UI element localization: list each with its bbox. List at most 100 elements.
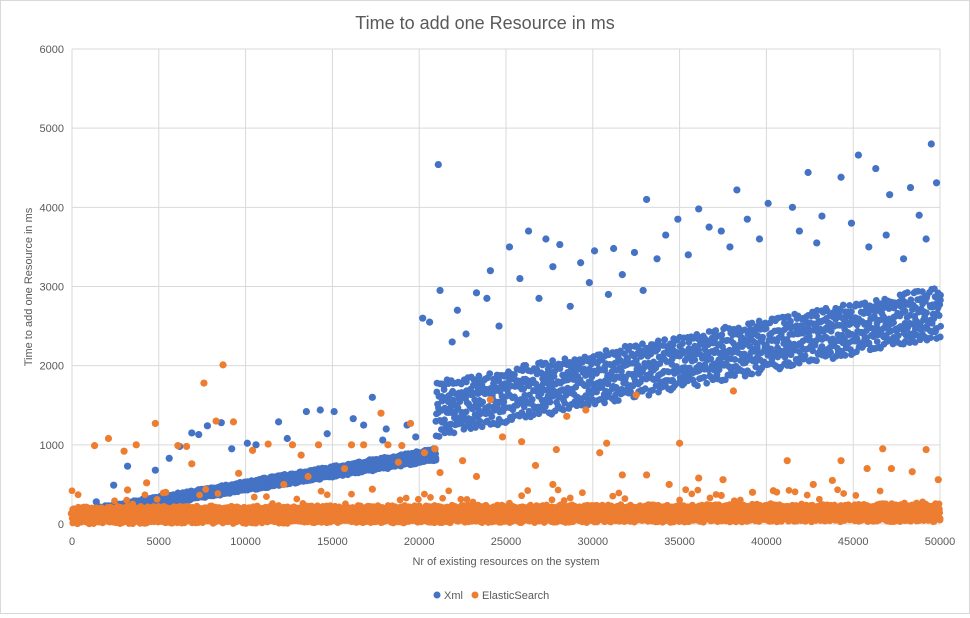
point-xml — [809, 347, 817, 355]
point-xml-outlier — [915, 211, 923, 219]
point-xml — [728, 349, 736, 357]
point-elasticsearch — [694, 486, 702, 494]
point-xml — [547, 362, 555, 370]
point-elasticsearch-outlier — [695, 474, 703, 482]
point-elasticsearch-outlier — [618, 471, 626, 479]
point-xml-outlier — [695, 205, 703, 213]
legend: Xml ElasticSearch — [433, 590, 549, 602]
point-elasticsearch-outlier — [120, 447, 128, 455]
point-elasticsearch — [548, 496, 556, 504]
point-elasticsearch-outlier — [596, 449, 604, 457]
point-xml — [846, 302, 853, 309]
point-xml-outlier — [203, 422, 212, 430]
point-xml-outlier — [932, 179, 941, 187]
point-elasticsearch — [931, 501, 939, 509]
point-xml — [542, 359, 549, 367]
point-xml — [559, 406, 567, 414]
point-elasticsearch — [936, 515, 944, 522]
point-elasticsearch-outlier — [486, 396, 494, 404]
point-xml — [827, 349, 835, 356]
point-elasticsearch — [208, 502, 216, 510]
point-xml — [522, 362, 530, 369]
point-xml — [454, 404, 462, 412]
point-elasticsearch — [317, 487, 325, 495]
point-xml-outlier — [764, 199, 772, 207]
point-xml-outlier — [228, 445, 236, 453]
point-xml — [936, 333, 944, 341]
point-elasticsearch-outlier — [908, 468, 916, 476]
point-elasticsearch — [445, 487, 453, 495]
point-xml-outlier — [733, 186, 741, 194]
point-elasticsearch — [421, 490, 428, 498]
point-elasticsearch — [141, 491, 149, 499]
point-xml — [450, 429, 458, 437]
point-xml — [712, 327, 720, 334]
point-elasticsearch — [615, 489, 623, 497]
point-elasticsearch-outlier — [643, 471, 651, 479]
point-elasticsearch-outlier — [264, 440, 272, 448]
point-elasticsearch-outlier — [394, 458, 402, 466]
point-xml — [468, 416, 476, 424]
point-xml — [669, 341, 677, 349]
point-elasticsearch-outlier — [360, 441, 368, 449]
point-elasticsearch-outlier — [398, 442, 406, 450]
point-xml-outlier — [610, 244, 618, 253]
point-xml — [449, 396, 457, 404]
point-xml — [679, 340, 686, 348]
point-xml-outlier — [195, 430, 203, 439]
point-xml-outlier — [436, 286, 444, 295]
point-xml — [500, 398, 508, 406]
point-elasticsearch-outlier — [314, 441, 323, 449]
point-elasticsearch — [414, 495, 422, 503]
point-elasticsearch — [463, 496, 471, 503]
point-xml-outlier — [524, 227, 533, 235]
point-xml — [618, 367, 625, 375]
point-xml-outlier — [566, 302, 574, 310]
point-xml-outlier — [412, 433, 420, 441]
x-tick-label: 5000 — [147, 536, 171, 548]
point-elasticsearch — [803, 491, 811, 499]
point-elasticsearch — [518, 492, 526, 500]
point-xml — [700, 373, 708, 381]
point-elasticsearch — [402, 494, 410, 502]
x-tick-label: 20000 — [404, 536, 435, 548]
point-elasticsearch-outlier — [377, 409, 385, 417]
point-elasticsearch — [214, 490, 222, 497]
point-xml-outlier — [927, 140, 935, 148]
point-xml-outlier — [556, 240, 564, 249]
point-xml-outlier — [123, 462, 132, 470]
point-elasticsearch-outlier — [384, 441, 392, 449]
y-tick-label: 4000 — [40, 202, 64, 214]
point-elasticsearch — [609, 492, 617, 500]
point-elasticsearch-outlier — [459, 457, 467, 465]
point-xml-outlier — [847, 219, 856, 227]
point-xml — [901, 307, 909, 315]
legend-label-elasticsearch: ElasticSearch — [482, 590, 549, 602]
point-elasticsearch-outlier — [229, 418, 238, 426]
point-elasticsearch-outlier — [563, 412, 571, 420]
point-xml — [865, 339, 873, 347]
point-elasticsearch-outlier — [188, 460, 196, 468]
point-xml-outlier — [419, 314, 427, 322]
point-xml — [588, 373, 596, 381]
point-elasticsearch-outlier — [235, 469, 243, 477]
point-elasticsearch — [876, 487, 884, 495]
legend-label-xml: Xml — [444, 590, 463, 602]
point-xml — [755, 317, 763, 325]
point-xml-outlier — [542, 235, 550, 243]
point-xml-outlier — [755, 235, 764, 243]
point-elasticsearch-outlier — [123, 486, 132, 494]
point-elasticsearch-outlier — [887, 464, 895, 473]
point-xml — [762, 325, 770, 332]
point-xml — [715, 366, 723, 374]
point-xml-outlier — [495, 322, 503, 330]
point-xml — [511, 371, 518, 378]
point-elasticsearch-outlier — [676, 439, 684, 447]
point-xml-outlier — [906, 183, 915, 192]
point-xml-outlier — [92, 498, 100, 506]
point-xml — [520, 385, 528, 393]
point-xml-outlier — [453, 306, 461, 314]
point-xml — [694, 382, 701, 390]
point-elasticsearch-outlier — [632, 391, 640, 399]
